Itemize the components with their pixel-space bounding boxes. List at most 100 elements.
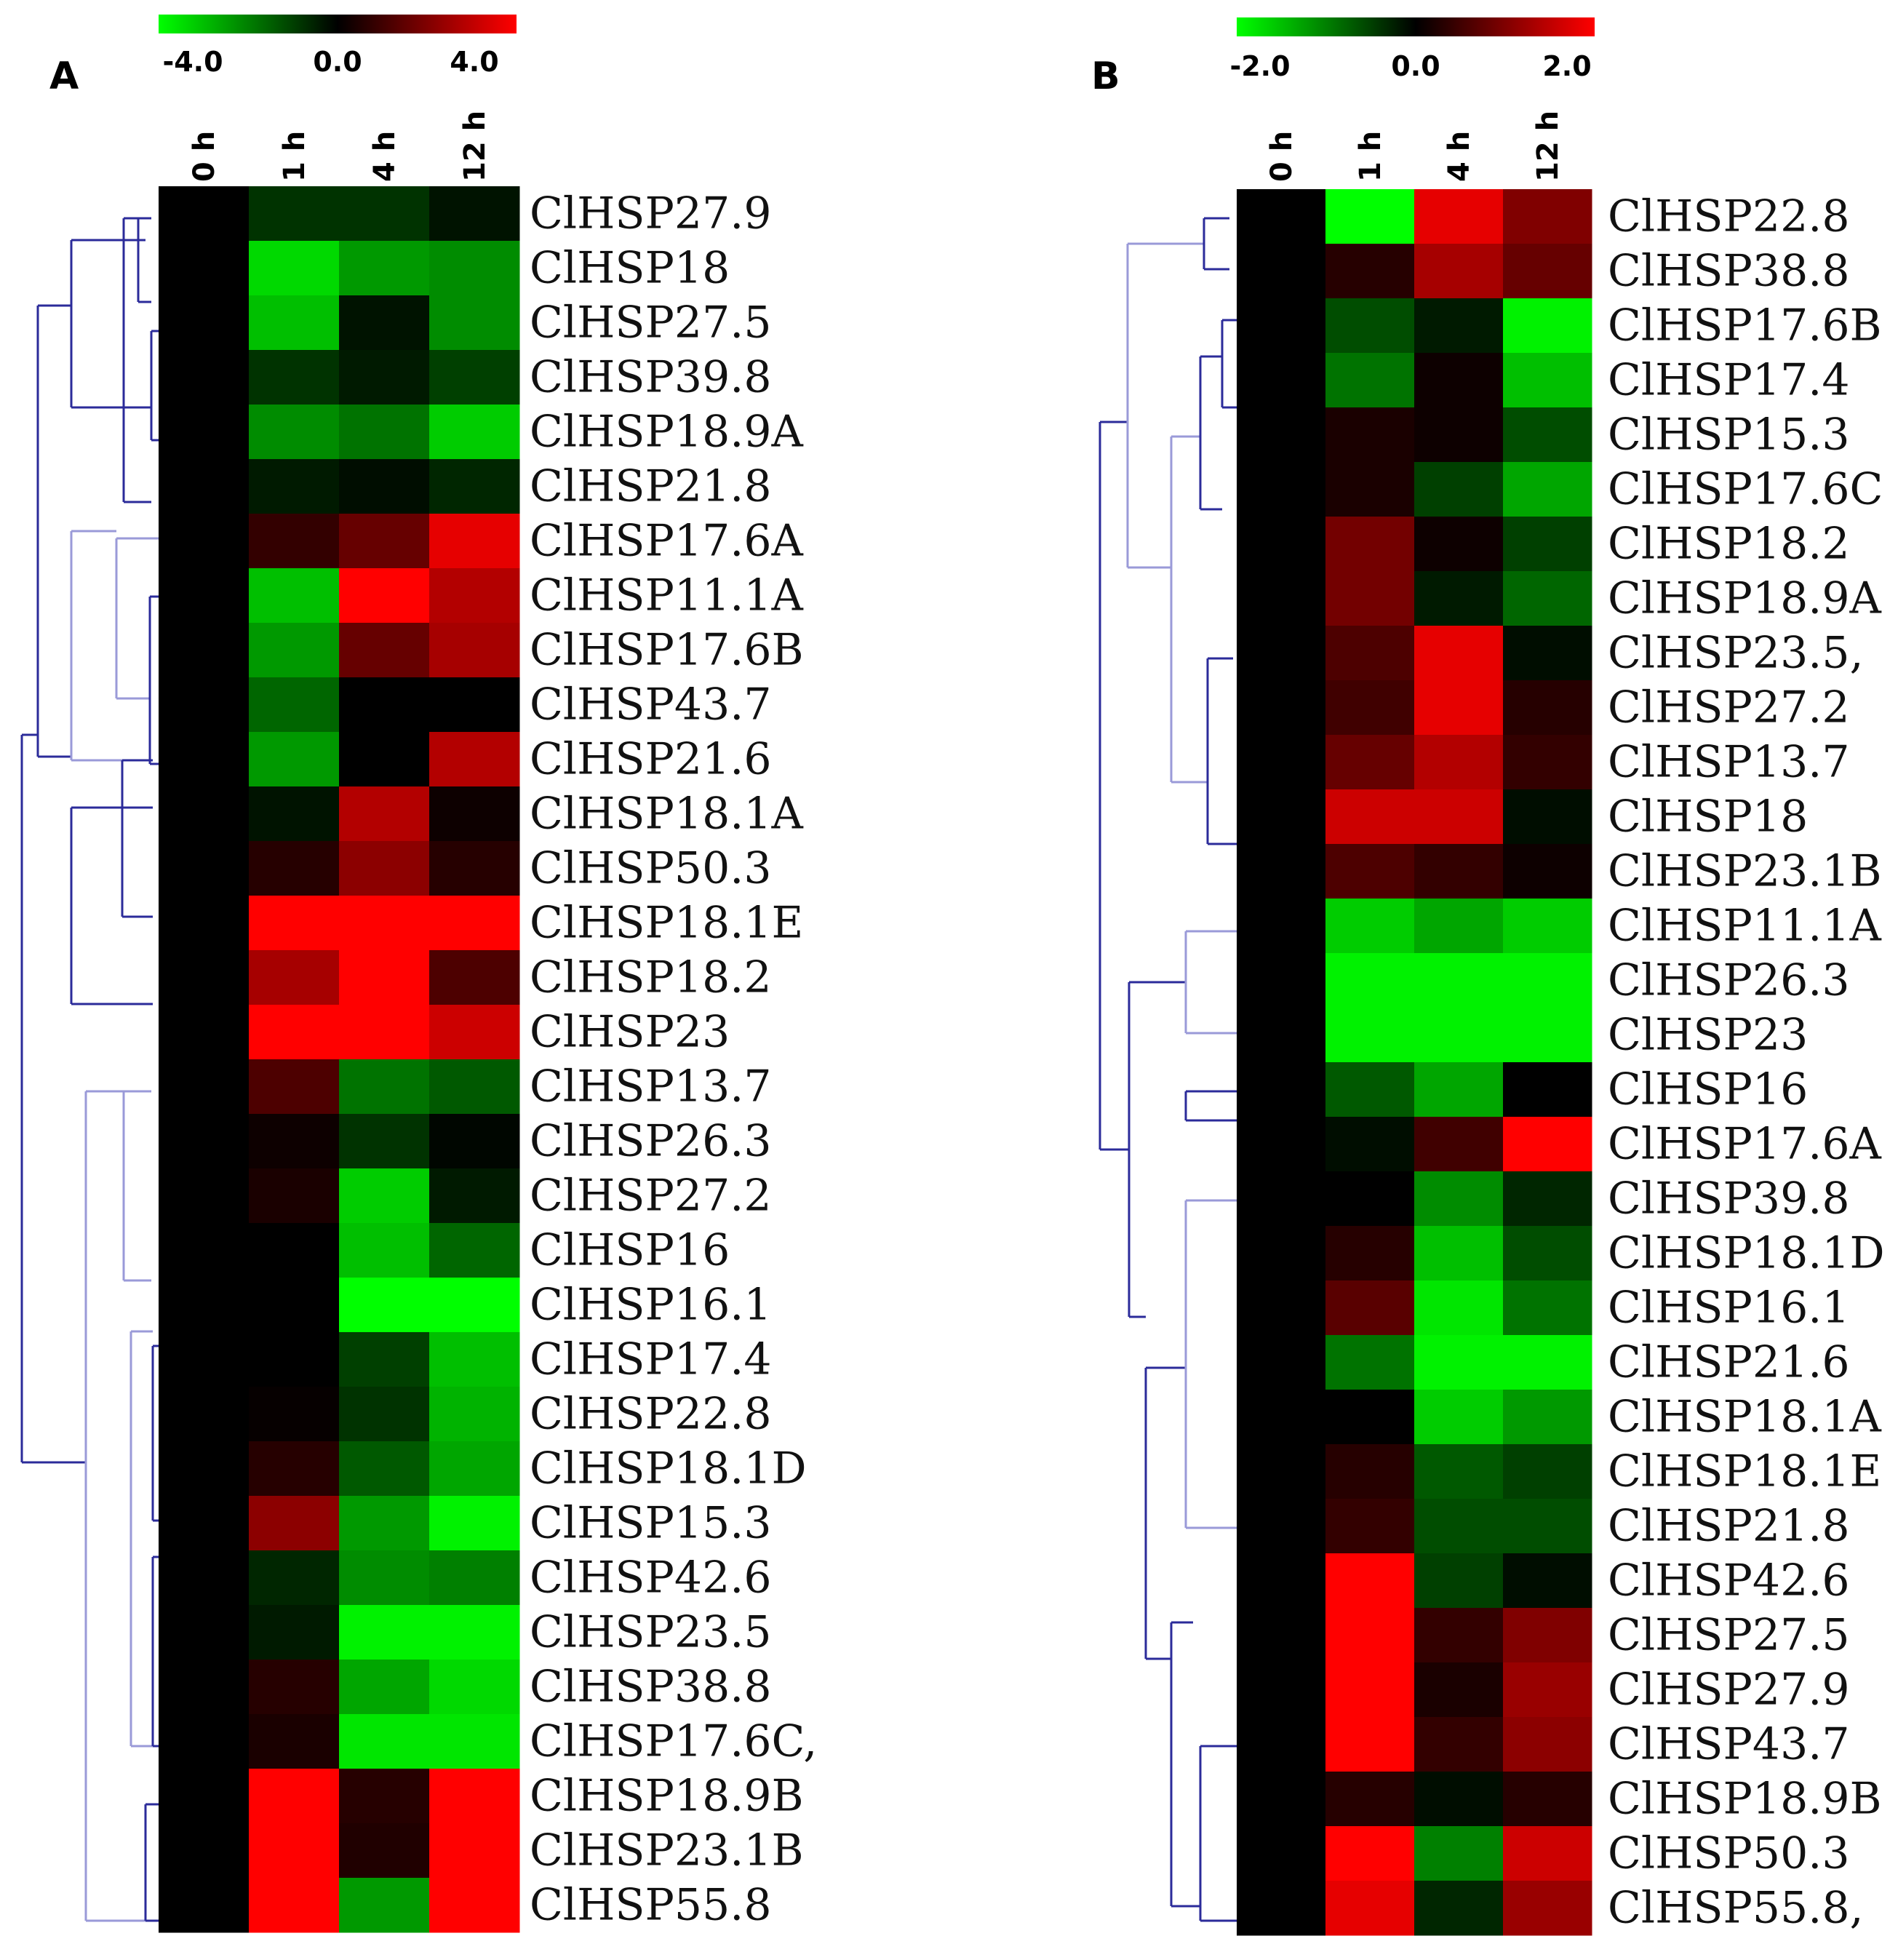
heatmap-cell-b-r21-c2 [1414, 1335, 1504, 1390]
heatmap-cell-a-r2-c0 [159, 295, 250, 351]
heatmap-cell-a-r18-c1 [249, 1168, 340, 1224]
row-label-b-1: ClHSP38.8 [1608, 246, 1850, 297]
heatmap-cell-b-r13-c1 [1325, 899, 1415, 954]
heatmap-cell-b-r0-c3 [1503, 189, 1592, 244]
row-label-b-28: ClHSP43.7 [1608, 1719, 1850, 1770]
heatmap-cell-b-r21-c3 [1503, 1335, 1592, 1390]
heatmap-cell-b-r19-c0 [1237, 1226, 1326, 1281]
heatmap-cell-b-r6-c3 [1503, 517, 1592, 572]
row-label-a-31: ClHSP55.8 [530, 1880, 772, 1931]
heatmap-cell-a-r11-c0 [159, 786, 250, 842]
heatmap-cell-b-r19-c3 [1503, 1226, 1592, 1281]
heatmap-cell-a-r30-c0 [159, 1823, 250, 1879]
row-label-b-6: ClHSP18.2 [1608, 519, 1850, 570]
heatmap-cell-b-r29-c1 [1325, 1772, 1415, 1827]
heatmap-panel-a: A -4.0 0.0 4.0 0 h 1 h 4 h 12 h [20, 15, 817, 1933]
heatmap-cell-a-r26-c2 [339, 1605, 430, 1660]
heatmap-cell-a-r9-c0 [159, 677, 250, 733]
row-label-b-19: ClHSP18.1D [1608, 1228, 1885, 1279]
heatmap-cell-b-r18-c1 [1325, 1171, 1415, 1227]
heatmap-cell-a-r24-c3 [429, 1496, 520, 1551]
column-label-a-0: 0 h [188, 131, 221, 182]
heatmap-cell-a-r1-c0 [159, 241, 250, 296]
heatmap-cell-a-r21-c3 [429, 1332, 520, 1387]
heatmap-cell-a-r7-c3 [429, 568, 520, 624]
heatmap-cell-a-r24-c1 [249, 1496, 340, 1551]
heatmap-cell-b-r19-c2 [1414, 1226, 1504, 1281]
row-label-b-20: ClHSP16.1 [1608, 1283, 1850, 1334]
heatmap-cell-b-r14-c2 [1414, 953, 1504, 1008]
heatmap-cell-a-r23-c3 [429, 1441, 520, 1497]
heatmap-cell-a-r0-c3 [429, 186, 520, 242]
heatmap-cell-a-r18-c2 [339, 1168, 430, 1224]
heatmap-cell-a-r15-c1 [249, 1005, 340, 1060]
heatmap-cell-b-r14-c0 [1237, 953, 1326, 1008]
heatmap-cell-a-r26-c1 [249, 1605, 340, 1660]
row-label-b-7: ClHSP18.9A [1608, 573, 1881, 624]
heatmap-cell-a-r14-c0 [159, 950, 250, 1005]
heatmap-cell-a-r3-c3 [429, 350, 520, 405]
heatmap-cell-b-r25-c3 [1503, 1553, 1592, 1609]
heatmap-cell-a-r5-c2 [339, 459, 430, 514]
heatmap-cell-a-r30-c2 [339, 1823, 430, 1879]
row-label-a-10: ClHSP21.6 [530, 734, 772, 785]
heatmap-cell-a-r15-c3 [429, 1005, 520, 1060]
row-label-b-14: ClHSP26.3 [1608, 955, 1850, 1006]
heatmap-cell-a-r24-c0 [159, 1496, 250, 1551]
heatmap-cell-a-r4-c2 [339, 405, 430, 460]
row-label-b-13: ClHSP11.1A [1608, 901, 1881, 952]
heatmap-cell-b-r25-c0 [1237, 1553, 1326, 1609]
heatmap-cell-b-r10-c3 [1503, 735, 1592, 790]
panel-label-a: A [49, 55, 79, 98]
heatmap-cell-b-r15-c0 [1237, 1008, 1326, 1063]
row-label-b-4: ClHSP15.3 [1608, 410, 1850, 461]
row-label-a-8: ClHSP17.6B [530, 625, 804, 676]
heatmap-cell-b-r9-c3 [1503, 680, 1592, 736]
heatmap-cell-b-r26-c1 [1325, 1608, 1415, 1663]
heatmap-cell-a-r7-c0 [159, 568, 250, 624]
heatmap-cell-a-r1-c1 [249, 241, 340, 296]
dendrogram-a [20, 217, 159, 1922]
row-label-b-31: ClHSP55.8, [1608, 1883, 1864, 1934]
scale-label-min-a: -4.0 [162, 46, 223, 78]
heatmap-cell-a-r31-c3 [429, 1878, 520, 1933]
heatmap-cell-a-r5-c3 [429, 459, 520, 514]
heatmap-cell-a-r20-c3 [429, 1278, 520, 1333]
heatmap-cell-a-r22-c1 [249, 1387, 340, 1442]
row-label-a-3: ClHSP39.8 [530, 352, 772, 403]
row-label-b-10: ClHSP13.7 [1608, 737, 1850, 788]
heatmap-cell-a-r15-c2 [339, 1005, 430, 1060]
heatmap-cell-a-r13-c3 [429, 896, 520, 951]
heatmap-cell-a-r4-c0 [159, 405, 250, 460]
row-label-a-22: ClHSP22.8 [530, 1389, 772, 1440]
heatmap-cells-b [1237, 189, 1592, 1936]
heatmap-cell-b-r0-c2 [1414, 189, 1504, 244]
heatmap-cell-a-r30-c1 [249, 1823, 340, 1879]
heatmap-cell-a-r26-c0 [159, 1605, 250, 1660]
heatmap-cell-a-r20-c1 [249, 1278, 340, 1333]
heatmap-cell-a-r30-c3 [429, 1823, 520, 1879]
scale-label-mid-a: 0.0 [313, 46, 362, 78]
row-label-b-23: ClHSP18.1E [1608, 1446, 1881, 1497]
heatmap-cell-b-r5-c0 [1237, 462, 1326, 517]
heatmap-cell-a-r18-c0 [159, 1168, 250, 1224]
heatmap-cell-a-r9-c1 [249, 677, 340, 733]
heatmap-cell-b-r4-c3 [1503, 407, 1592, 463]
heatmap-cell-a-r10-c1 [249, 732, 340, 787]
heatmap-cell-b-r3-c1 [1325, 353, 1415, 408]
heatmap-cell-b-r12-c1 [1325, 844, 1415, 899]
heatmap-cell-b-r7-c1 [1325, 571, 1415, 626]
row-label-b-26: ClHSP27.5 [1608, 1610, 1850, 1661]
heatmap-cell-a-r25-c3 [429, 1550, 520, 1606]
heatmap-cell-b-r15-c1 [1325, 1008, 1415, 1063]
row-label-a-30: ClHSP23.1B [530, 1825, 804, 1876]
heatmap-cell-b-r13-c2 [1414, 899, 1504, 954]
heatmap-cell-b-r8-c0 [1237, 626, 1326, 681]
heatmap-cell-a-r22-c2 [339, 1387, 430, 1442]
heatmap-cell-a-r27-c2 [339, 1660, 430, 1715]
heatmap-cell-b-r12-c0 [1237, 844, 1326, 899]
heatmap-cell-b-r10-c1 [1325, 735, 1415, 790]
heatmap-cell-b-r12-c3 [1503, 844, 1592, 899]
heatmap-cell-b-r7-c2 [1414, 571, 1504, 626]
